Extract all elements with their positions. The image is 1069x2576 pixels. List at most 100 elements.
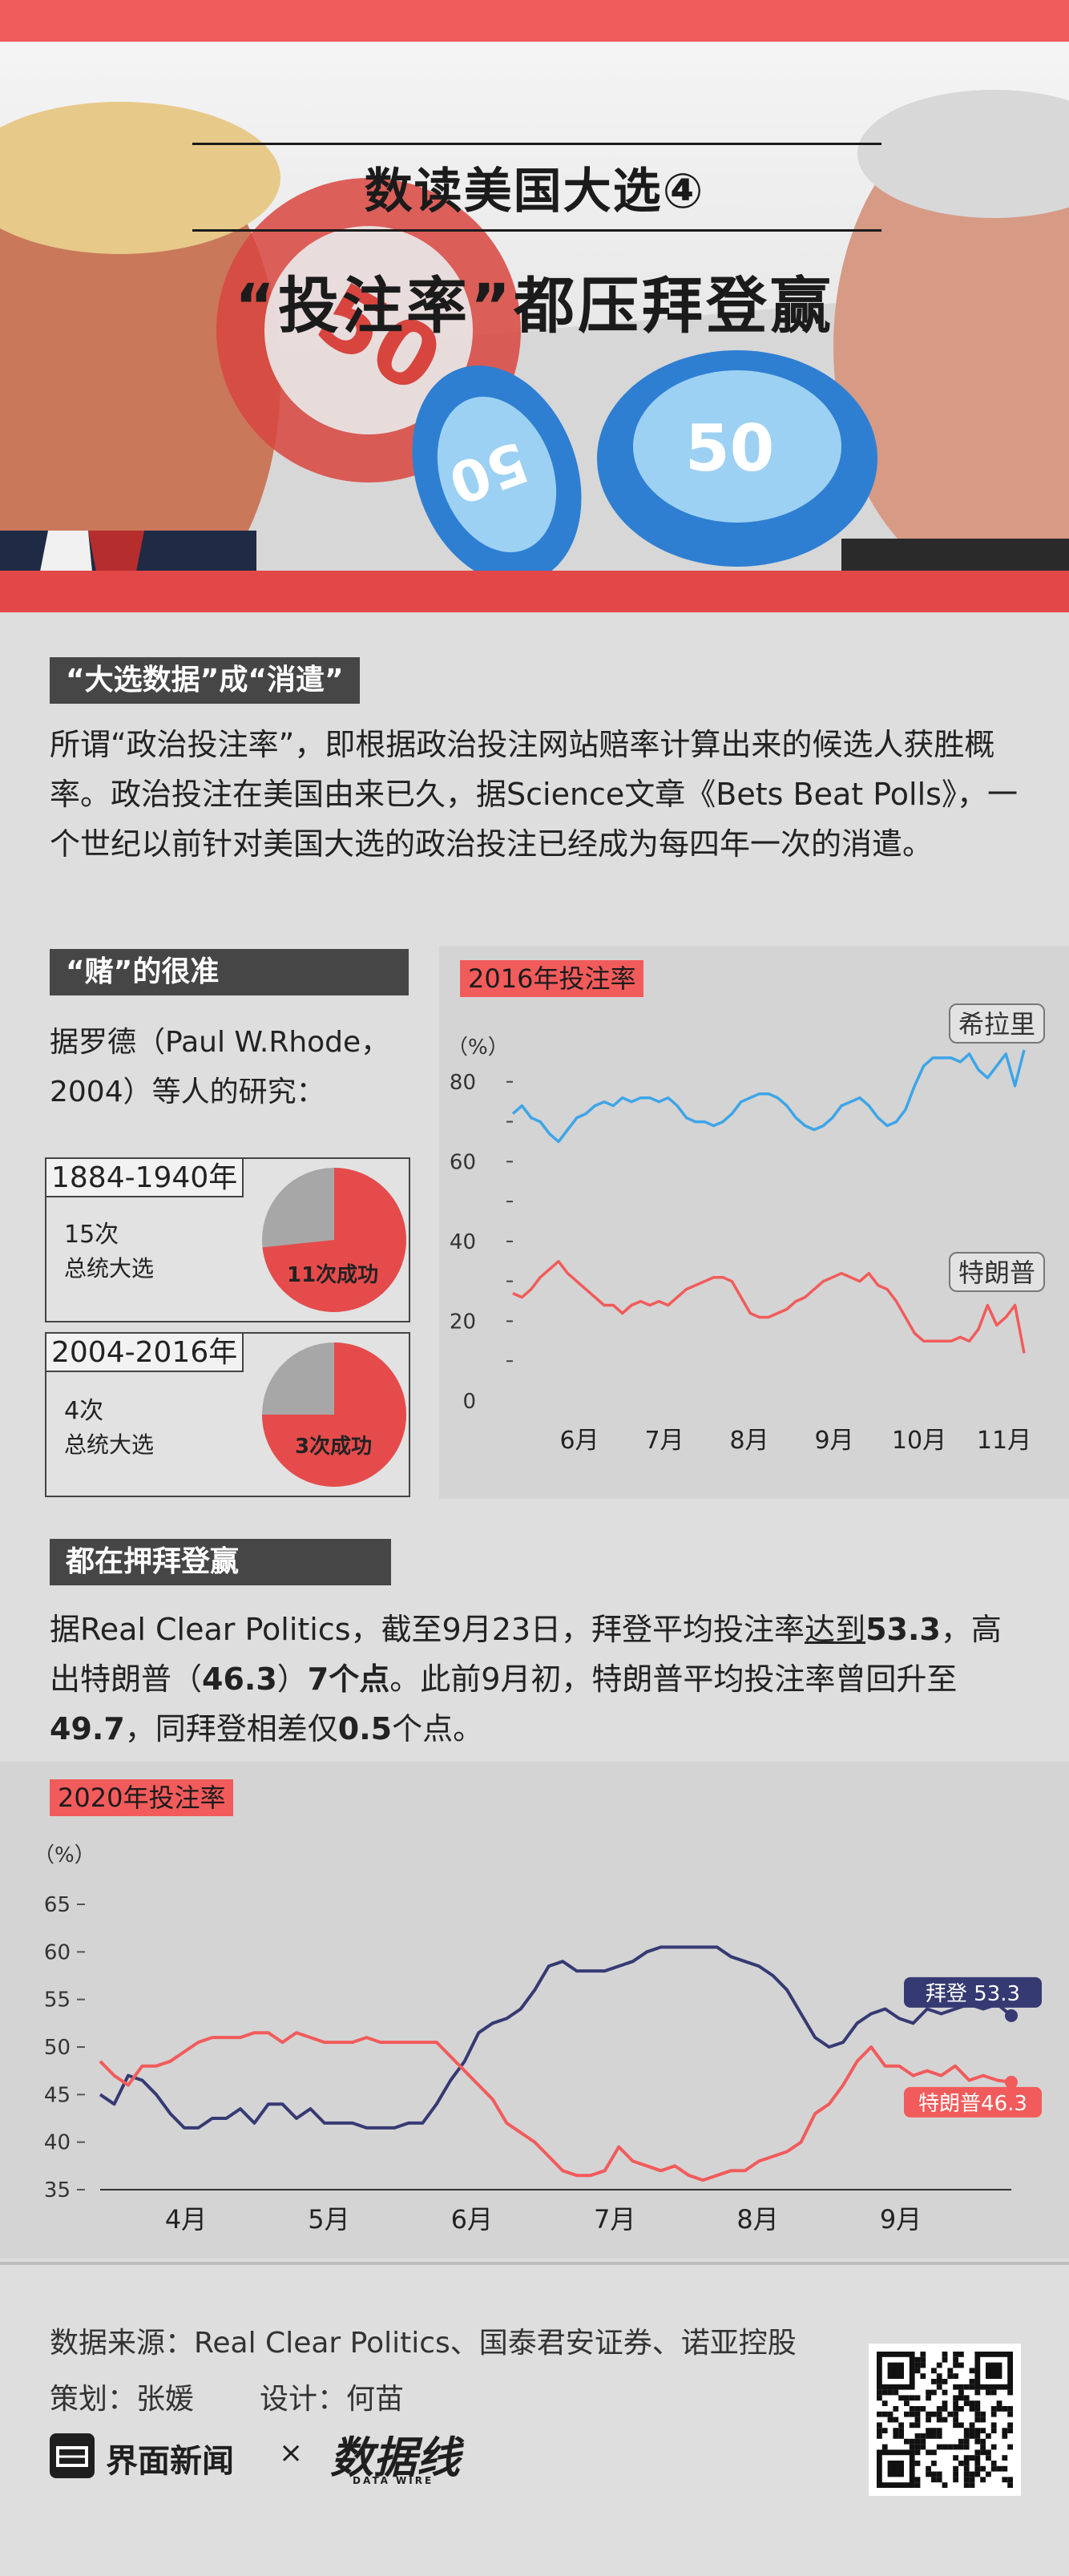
qr-module: [877, 2395, 882, 2401]
qr-module: [953, 2411, 958, 2417]
qr-module: [986, 2449, 991, 2456]
qr-module: [974, 2428, 981, 2433]
qr-module: [986, 2433, 991, 2439]
qr-module: [947, 2368, 954, 2374]
end-label-text: 拜登 53.3: [926, 1982, 1020, 2006]
qr-module: [958, 2422, 964, 2429]
qr-module: [926, 2465, 931, 2472]
qr-module: [909, 2411, 915, 2417]
qr-module: [942, 2379, 948, 2384]
y-tick-label: 40: [44, 2131, 71, 2155]
qr-module: [980, 2411, 986, 2417]
qr-module: [1007, 2422, 1013, 2429]
qr-module: [958, 2389, 964, 2396]
qr-module: [942, 2406, 948, 2412]
qr-module: [914, 2362, 921, 2368]
qr-module: [958, 2362, 964, 2368]
y-tick-label: 40: [450, 1230, 476, 1254]
qr-module: [990, 2444, 997, 2450]
qr-module: [887, 2417, 894, 2423]
qr-module: [914, 2422, 921, 2429]
qr-module: [969, 2477, 975, 2483]
qr-module: [914, 2444, 921, 2450]
qr-module: [920, 2433, 926, 2439]
qr-module: [936, 2433, 942, 2439]
qr-module: [936, 2411, 942, 2417]
qr-module: [990, 2465, 997, 2472]
qr-module: [963, 2444, 970, 2450]
qr-module: [1007, 2482, 1013, 2488]
qr-module: [936, 2373, 942, 2379]
qr-module: [904, 2400, 910, 2406]
qr-module: [963, 2438, 970, 2445]
qr-module: [947, 2373, 954, 2379]
qr-module: [914, 2433, 921, 2439]
qr-module: [893, 2433, 899, 2439]
qr-module: [990, 2428, 997, 2433]
qr-module: [926, 2417, 931, 2423]
x-tick-label: 6月: [451, 2204, 493, 2235]
qr-module: [1002, 2465, 1008, 2472]
qr-module: [1007, 2389, 1013, 2396]
qr-module: [926, 2428, 931, 2433]
qr-module: [953, 2422, 958, 2429]
qr-module: [953, 2356, 958, 2363]
qr-module: [990, 2461, 997, 2466]
qr-module: [969, 2482, 975, 2488]
qr-module: [898, 2395, 904, 2401]
qr-module: [877, 2433, 882, 2439]
section-label-accurate: “赌”的很准: [50, 949, 409, 995]
qr-module: [969, 2379, 975, 2384]
qr-module: [881, 2400, 888, 2406]
qr-module: [953, 2477, 958, 2483]
end-label-bg: [904, 1976, 1042, 2008]
qr-module: [953, 2471, 958, 2477]
qr-code-icon[interactable]: [869, 2344, 1021, 2496]
qr-module: [974, 2406, 981, 2412]
qr-module: [969, 2384, 975, 2390]
qr-module: [1002, 2428, 1008, 2433]
qr-module: [909, 2395, 915, 2401]
credit-design: 设计：何苗: [260, 2383, 405, 2416]
qr-module: [936, 2379, 942, 2384]
qr-module: [953, 2352, 958, 2357]
brand-name: 界面新闻: [106, 2443, 234, 2480]
qr-module: [963, 2471, 970, 2477]
stat-box-count-label: 总统大选: [64, 1431, 155, 1458]
qr-module: [898, 2428, 904, 2433]
qr-module: [947, 2411, 954, 2417]
qr-module: [920, 2438, 926, 2445]
qr-module: [920, 2362, 926, 2368]
qr-module: [974, 2465, 981, 2472]
qr-module: [963, 2455, 970, 2461]
y-tick-label: 20: [450, 1310, 476, 1334]
y-tick-label: 55: [44, 1989, 71, 2013]
qr-module: [953, 2400, 958, 2406]
qr-module: [893, 2417, 899, 2423]
stat-box-period: 1884-1940年: [45, 1157, 244, 1197]
qr-module: [953, 2465, 958, 2472]
x-tick-label: 6月: [559, 1427, 599, 1455]
qr-finder-core: [986, 2362, 1002, 2379]
x-tick-label: 5月: [308, 2204, 349, 2235]
x-tick-label: 9月: [814, 1427, 853, 1455]
qr-module: [980, 2438, 986, 2445]
qr-module: [931, 2477, 937, 2483]
qr-module: [893, 2389, 899, 2396]
chart-2016-panel: 2016年投注率 （%） 0 20 40 60 80 6月 7月 8月 9月 10月 11月 希拉里…: [439, 946, 1069, 1499]
qr-module: [969, 2400, 975, 2406]
legend-hillary: 希拉里: [949, 1003, 1046, 1044]
end-label-text: 特朗普46.3: [918, 2092, 1027, 2116]
qr-module: [980, 2449, 986, 2456]
qr-module: [942, 2482, 948, 2488]
datawire-logo-text: 数据线: [330, 2433, 460, 2483]
y-tick-label: 45: [44, 2083, 71, 2107]
qr-module: [1007, 2406, 1013, 2412]
section-label-data-pastime: “大选数据”成“消遣”: [50, 657, 360, 704]
y-tick-label: 60: [44, 1940, 71, 1964]
qr-module: [958, 2444, 964, 2450]
qr-module: [904, 2438, 910, 2445]
qr-module: [974, 2400, 981, 2406]
page-title: 数读美国大选④: [364, 164, 705, 220]
series-line-特朗普: [99, 2031, 1012, 2182]
